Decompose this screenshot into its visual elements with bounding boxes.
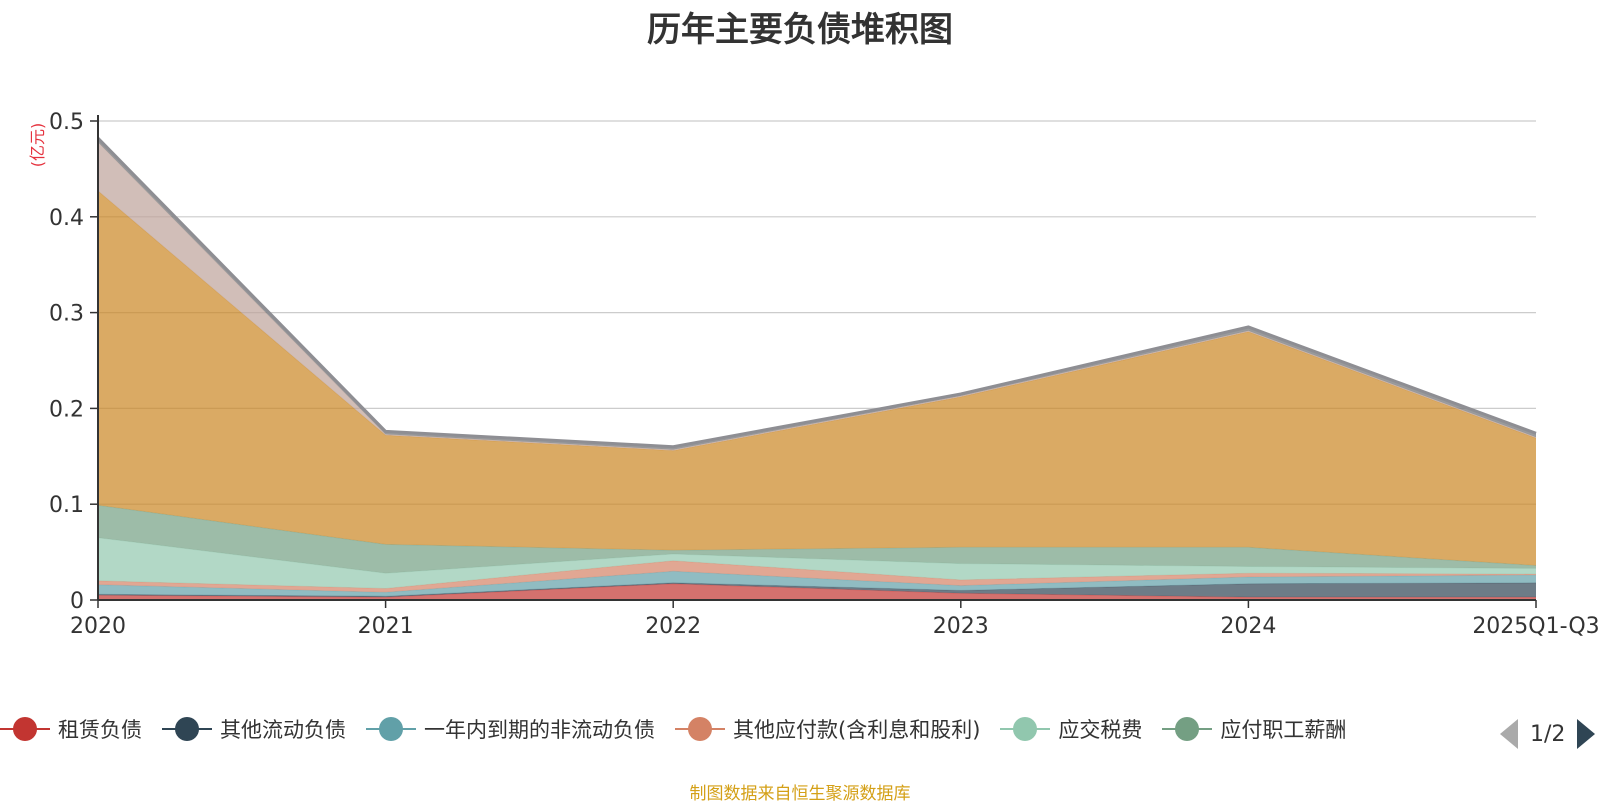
legend-marker-icon [1000, 716, 1051, 742]
legend-pager: 1/2 [1500, 716, 1596, 752]
y-tick-label: 0.5 [49, 110, 84, 135]
legend-label: 一年内到期的非流动负债 [424, 718, 655, 742]
legend-item[interactable]: 其他应付款(含利息和股利) [675, 714, 980, 744]
chart-title: 历年主要负债堆积图 [647, 10, 953, 50]
legend-page-indicator: 1/2 [1530, 721, 1566, 747]
series-area[interactable] [98, 582, 1536, 598]
legend-item[interactable]: 其他流动负债 [162, 714, 346, 744]
y-tick-label: 0 [70, 589, 84, 614]
total-outline [96, 137, 1537, 449]
data-source-note: 制图数据来自恒生聚源数据库 [689, 784, 911, 804]
legend-marker-icon [0, 716, 50, 742]
legend-item[interactable]: 应付职工薪酬 [1162, 714, 1346, 744]
legend-label: 应付职工薪酬 [1220, 718, 1347, 742]
legend-prev-page-icon[interactable] [1500, 719, 1518, 749]
series-area[interactable] [98, 190, 1536, 566]
series-area[interactable] [98, 571, 1536, 597]
legend-marker-icon [1162, 716, 1213, 742]
legend-item[interactable]: 应交税费 [1000, 714, 1142, 744]
series-area[interactable] [98, 583, 1536, 600]
series-area[interactable] [98, 560, 1536, 593]
area-layer [96, 137, 1537, 600]
y-tick-label: 0.1 [49, 493, 84, 518]
legend-marker-icon [162, 716, 212, 742]
legend-label: 其他应付款(含利息和股利) [733, 718, 981, 742]
y-tick-label: 0.4 [49, 206, 84, 231]
legend-item[interactable]: 一年内到期的非流动负债 [366, 714, 655, 744]
y-tick-label: 0.3 [49, 302, 84, 327]
x-tick-label: 2024 [1220, 614, 1276, 639]
legend: 租赁负债 其他流动负债 一年内到期的非流动负债 其他应付款(含利息和股利) 应交税费 应付… [0, 714, 1480, 754]
series-area[interactable] [98, 505, 1536, 574]
legend-next-page-icon[interactable] [1577, 719, 1596, 749]
y-axis-unit-label: (亿元) [28, 123, 47, 168]
x-tick-label: 2022 [645, 614, 701, 639]
legend-marker-icon [366, 716, 416, 742]
legend-item[interactable]: 租赁负债 [0, 714, 142, 744]
x-tick-label: 2020 [70, 614, 126, 639]
x-tick-label: 2023 [933, 614, 989, 639]
series-line [97, 570, 1537, 593]
legend-label: 租赁负债 [58, 718, 142, 742]
legend-marker-icon [675, 716, 725, 742]
legend-label: 其他流动负债 [220, 718, 346, 742]
y-tick-label: 0.2 [49, 397, 84, 422]
x-tick-label: 2025Q1-Q3 [1472, 614, 1599, 639]
series-area[interactable] [98, 537, 1536, 589]
legend-label: 应交税费 [1058, 718, 1143, 742]
x-tick-label: 2021 [358, 614, 414, 639]
axis-layer: 0 0.1 0.2 0.3 0.4 0.5 2020 2021 2022 2023 2024 2025… [49, 110, 1600, 639]
